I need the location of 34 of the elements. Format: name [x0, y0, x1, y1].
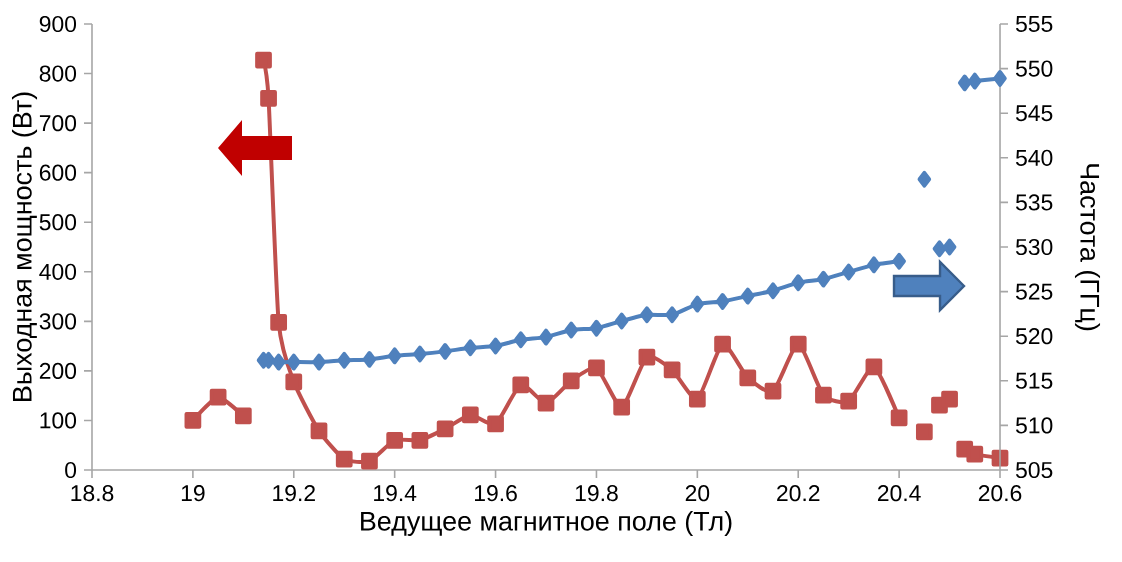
x-tick-label: 20.4: [877, 485, 921, 502]
y2-tick-label: 550: [1015, 60, 1053, 77]
y-tick-label: 400: [39, 263, 77, 280]
y-tick-label: 600: [39, 164, 77, 181]
y-tick-label: 500: [39, 214, 77, 231]
y2-tick-label: 535: [1015, 194, 1053, 211]
y2-tick-label: 520: [1015, 328, 1053, 345]
y2-tick-label: 545: [1015, 105, 1053, 122]
x-tick-label: 19.6: [475, 485, 517, 502]
y2-tick-label: 525: [1015, 283, 1053, 300]
x-tick-label: 18.8: [71, 485, 114, 502]
x-axis-title: Ведущее магнитное поле (Тл): [361, 510, 732, 537]
y-tick-label: 300: [39, 313, 77, 330]
y-axis-title: Выходная мощность (Вт): [11, 92, 38, 401]
x-tick-label: 20: [685, 485, 710, 502]
x-tick-label: 19: [181, 485, 205, 502]
y2-tick-label: 540: [1015, 149, 1053, 166]
y2-tick-label: 530: [1015, 238, 1053, 256]
x-tick-label: 19.4: [374, 485, 417, 502]
y2-tick-label: 515: [1015, 372, 1053, 389]
x-tick-label: 20.6: [978, 485, 1022, 502]
y-tick-label: 700: [39, 115, 77, 132]
y-tick-label: 100: [40, 412, 77, 429]
x-tick-label: 19.8: [575, 485, 618, 502]
y-tick-label: 200: [39, 362, 77, 379]
y2-axis-title: Частота (ГГц): [1074, 164, 1101, 331]
y2-tick-label: 510: [1015, 417, 1053, 434]
y2-tick-label: 555: [1015, 16, 1053, 32]
y-tick-label: 800: [39, 65, 77, 82]
y2-tick-label: 505: [1015, 461, 1053, 479]
y-tick-label: 0: [65, 461, 77, 479]
x-tick-label: 20.2: [777, 485, 820, 502]
y-tick-label: 900: [39, 15, 77, 33]
x-tick-label: 19.2: [273, 485, 315, 502]
